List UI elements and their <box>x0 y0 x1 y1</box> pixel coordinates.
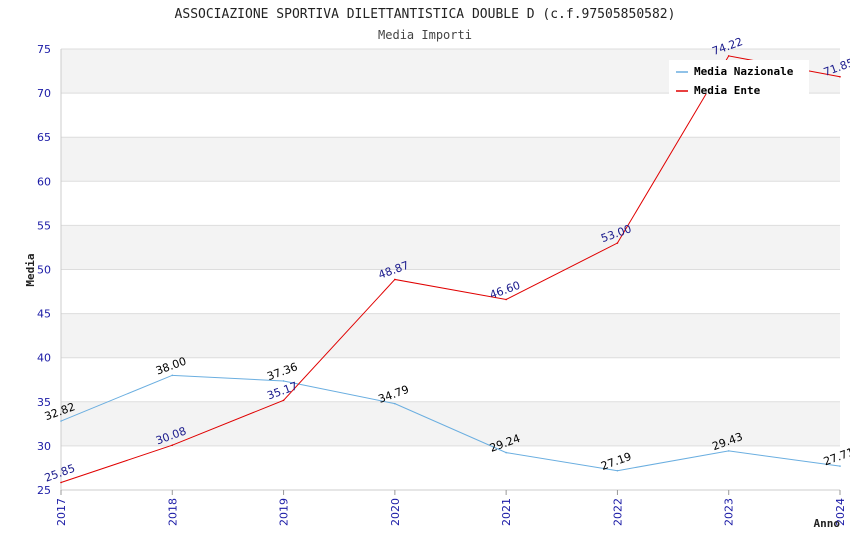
legend: Media Nazionale Media Ente <box>669 60 809 97</box>
data-point-media-ente <box>282 399 285 402</box>
data-point-media-nazionale <box>616 469 619 472</box>
legend-label-media-ente: Media Ente <box>694 84 761 97</box>
axes <box>60 49 841 495</box>
x-tick-label: 2018 <box>166 498 179 526</box>
series-line-media-nazionale <box>60 374 841 472</box>
data-point-media-nazionale <box>394 402 396 405</box>
grid-band <box>61 445 840 490</box>
grid-band <box>61 269 840 314</box>
y-tick-label: 30 <box>37 440 51 453</box>
grid-band <box>61 401 840 446</box>
data-point-media-nazionale <box>505 451 507 454</box>
chart-title: ASSOCIAZIONE SPORTIVA DILETTANTISTICA DO… <box>175 7 676 22</box>
data-point-media-ente <box>171 444 174 446</box>
y-tick-label: 70 <box>37 87 51 100</box>
data-point-media-ente <box>394 278 396 281</box>
chart-subtitle: Media Importi <box>378 28 472 42</box>
x-tick-label: 2024 <box>834 498 847 526</box>
legend-box <box>669 60 809 94</box>
grid-band <box>61 181 840 226</box>
data-point-media-nazionale <box>171 374 174 377</box>
x-tick-label: 2022 <box>611 498 624 526</box>
x-tick-label: 2021 <box>500 498 513 526</box>
grid-band <box>61 313 840 358</box>
y-tick-label: 35 <box>37 396 51 409</box>
x-tick-label: 2019 <box>278 498 291 526</box>
grid-bands <box>61 49 840 490</box>
y-tick-label: 60 <box>37 175 51 188</box>
data-point-media-nazionale <box>60 420 62 422</box>
x-tick-label: 2017 <box>55 498 68 526</box>
data-point-media-nazionale <box>839 465 841 467</box>
data-point-media-ente <box>839 75 841 78</box>
data-point-media-nazionale <box>282 380 285 382</box>
grid-band <box>61 137 840 182</box>
grid-band <box>61 225 840 270</box>
data-point-media-nazionale <box>727 450 730 452</box>
y-tick-label: 50 <box>37 264 51 277</box>
x-tick-labels: 2017 2018 2019 2020 2021 2022 2023 2024 <box>55 498 847 526</box>
y-axis-label: Media <box>24 253 37 286</box>
y-tick-label: 75 <box>37 43 51 56</box>
y-tick-label: 40 <box>37 352 51 365</box>
data-point-media-ente <box>505 298 507 301</box>
data-point-media-ente <box>727 55 730 57</box>
data-point-media-ente <box>60 481 62 484</box>
x-tick-label: 2020 <box>389 498 402 526</box>
grid-band <box>61 93 840 138</box>
grid-band <box>61 357 840 402</box>
y-tick-label: 25 <box>37 484 51 497</box>
x-axis-label: Anno <box>814 517 841 530</box>
legend-label-media-nazionale: Media Nazionale <box>694 65 794 78</box>
data-point-media-ente <box>616 242 619 244</box>
y-tick-label: 45 <box>37 308 51 321</box>
y-tick-label: 55 <box>37 219 51 232</box>
x-tick-label: 2023 <box>723 498 736 526</box>
y-tick-labels: 25 30 35 40 45 50 55 60 65 70 75 <box>37 43 51 497</box>
y-tick-label: 65 <box>37 131 51 144</box>
